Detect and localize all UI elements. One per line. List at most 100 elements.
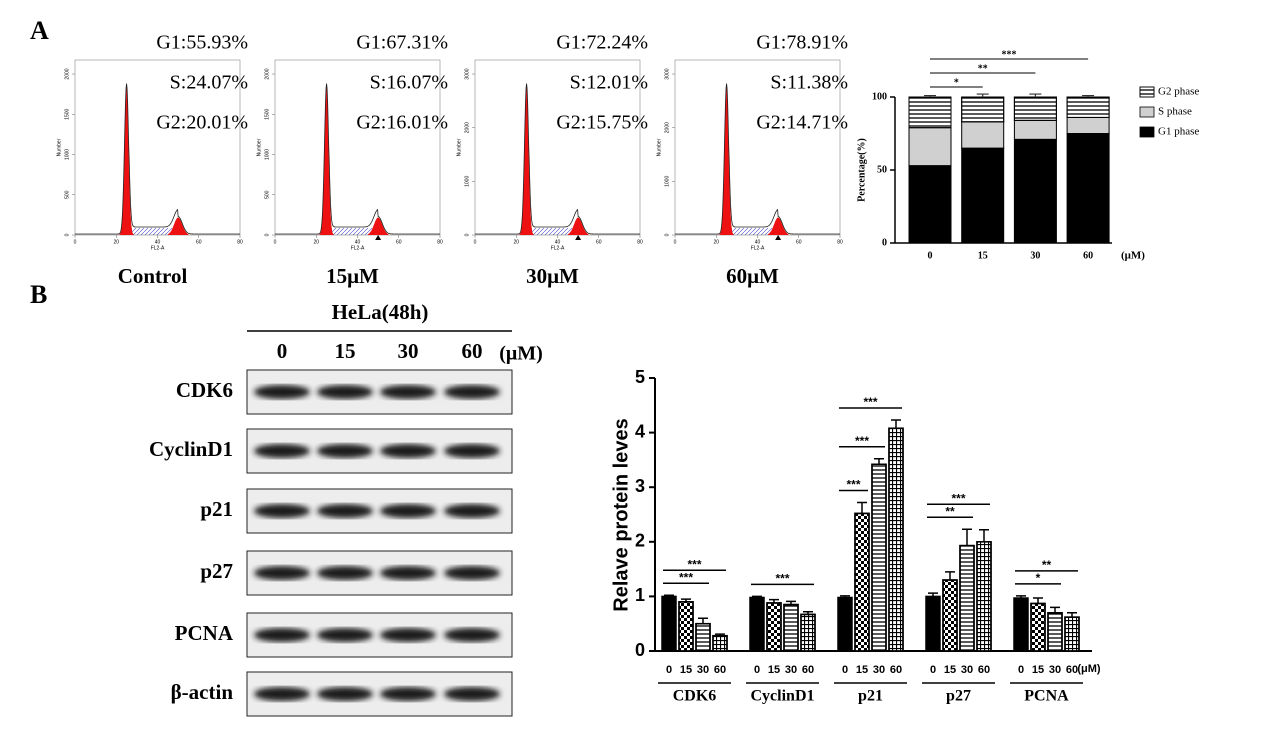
x-axis-label: FL2-A — [551, 245, 565, 251]
y-tick-label: 3000 — [464, 68, 470, 79]
band — [254, 504, 310, 518]
bar-pattern — [942, 579, 958, 652]
y-tick-label: 5 — [635, 367, 645, 387]
protein-label: CyclinD1 — [149, 437, 233, 461]
legend-label: S phase — [1158, 106, 1192, 118]
marker — [575, 235, 582, 240]
error-bar — [962, 528, 972, 546]
hatch-area — [328, 228, 379, 235]
bar-segment — [1013, 138, 1057, 244]
y-axis-label: Number — [256, 138, 262, 156]
bar — [925, 595, 941, 652]
error-bar — [1033, 597, 1043, 604]
bar-pattern — [908, 96, 952, 129]
error-bar — [752, 595, 762, 598]
protein-label: PCNA — [175, 621, 234, 645]
x-axis-label: FL2-A — [151, 245, 165, 251]
band — [254, 687, 310, 701]
error-bar — [945, 571, 955, 581]
significance-label: *** — [775, 572, 789, 586]
error-bar — [979, 529, 989, 542]
bar-pattern — [783, 603, 799, 652]
y-tick-label: 0 — [64, 233, 70, 236]
y-tick-label: 0 — [882, 237, 887, 248]
bar-pattern — [1013, 96, 1057, 121]
lane-label: 30 — [398, 339, 419, 363]
y-tick-label: 2000 — [464, 122, 470, 133]
g1-peak — [518, 84, 535, 235]
significance-label: ** — [978, 63, 988, 74]
y-tick-label: 1500 — [264, 108, 270, 119]
stat-label: G2:14.71% — [756, 112, 848, 134]
error-bar — [1029, 93, 1042, 97]
protein-label: p21 — [200, 497, 233, 521]
x-tick-label: 40 — [155, 239, 161, 245]
stat-label: S:12.01% — [570, 72, 648, 94]
band — [317, 628, 373, 642]
bar-pattern — [1066, 96, 1110, 118]
y-tick-label: 500 — [64, 190, 70, 199]
band — [317, 385, 373, 399]
x-tick-label: 80 — [837, 239, 843, 245]
band — [317, 504, 373, 518]
y-tick-label: 4 — [635, 421, 645, 441]
x-tick-label: 80 — [437, 239, 443, 245]
y-tick-label: 2000 — [264, 68, 270, 79]
group-label: CDK6 — [673, 688, 717, 705]
band — [380, 628, 436, 642]
band — [254, 628, 310, 642]
g2-peak — [367, 217, 389, 235]
bar-pattern — [888, 427, 904, 652]
stat-label: G1:78.91% — [756, 32, 848, 54]
bar-segment — [908, 127, 952, 167]
g2-peak — [167, 217, 189, 235]
condition-label: 15μM — [326, 264, 379, 288]
error-bar — [1016, 595, 1026, 599]
blot-title: HeLa(48h) — [332, 300, 429, 324]
band — [380, 566, 436, 580]
g1-peak — [318, 84, 335, 235]
bar-pattern — [678, 601, 694, 652]
band — [444, 504, 500, 518]
error-bar — [769, 598, 779, 603]
y-tick-label: 2000 — [664, 122, 670, 133]
band — [254, 444, 310, 458]
significance-label: * — [954, 77, 959, 88]
error-bar — [840, 595, 850, 598]
x-tick-label: 20 — [713, 239, 719, 245]
series-label: 15 — [1032, 664, 1044, 676]
y-tick-label: 1000 — [264, 149, 270, 160]
lane-unit: (μM) — [499, 343, 543, 365]
legend-swatch — [1139, 126, 1155, 138]
y-tick-label: 1000 — [64, 149, 70, 160]
band — [380, 444, 436, 458]
stat-label: G2:20.01% — [156, 112, 248, 134]
band — [317, 687, 373, 701]
x-axis-label: FL2-A — [351, 245, 365, 251]
band — [444, 687, 500, 701]
protein-label: p27 — [200, 559, 233, 583]
bar-pattern — [766, 602, 782, 652]
band — [444, 444, 500, 458]
y-axis-label: Number — [456, 138, 462, 156]
error-bar — [976, 93, 989, 97]
error-bar — [891, 419, 901, 429]
y-tick-label: 0 — [664, 233, 670, 236]
band — [444, 385, 500, 399]
significance-label: *** — [855, 434, 869, 448]
y-tick-label: 1 — [635, 585, 645, 605]
y-tick-label: 2000 — [64, 68, 70, 79]
band — [380, 504, 436, 518]
y-tick-label: 500 — [264, 190, 270, 199]
bar-segment — [908, 165, 952, 244]
bar — [749, 596, 765, 652]
y-axis-label: Relave protein leves — [610, 418, 632, 611]
histogram-outline — [75, 83, 240, 235]
bar-pattern — [854, 512, 870, 652]
band — [317, 444, 373, 458]
x-tick-label: 60 — [796, 239, 802, 245]
g1-peak — [718, 84, 735, 235]
bar-segment — [1013, 119, 1057, 140]
series-label: 60 — [714, 664, 726, 676]
